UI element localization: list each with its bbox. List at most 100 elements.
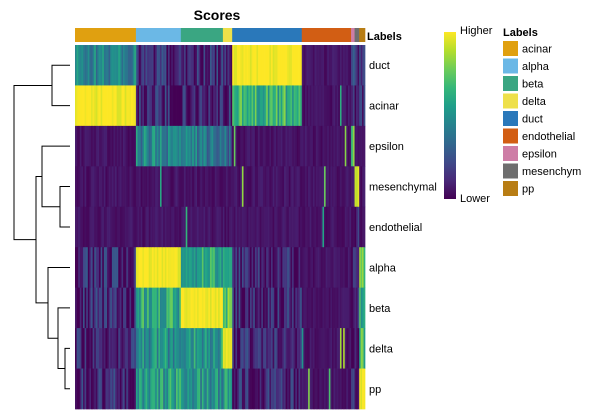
heatmap-cell-mesenchymal-alpha — [135, 166, 182, 208]
annotation-bar-title: Labels — [367, 31, 402, 43]
heatmap-cell-endothelial-alpha — [135, 206, 182, 248]
heatmap-cell-endothelial-acinar — [75, 206, 137, 248]
heatmap-cell-delta-pp — [359, 328, 366, 369]
heatmap-cell-alpha-beta — [180, 247, 224, 289]
legend-swatch-pp — [503, 181, 518, 196]
heatmap-cell-acinar-epsilon — [351, 85, 355, 127]
heatmap-cell-alpha-alpha — [135, 247, 182, 289]
color-scale-low-label: Lower — [460, 193, 490, 205]
heatmap-cell-epsilon-acinar — [75, 125, 137, 167]
color-scale-legend: Higher Lower — [444, 25, 493, 205]
labels-legend: Labels acinar alpha beta delta duct endotheli… — [503, 27, 581, 196]
heatmap-cell-delta-beta — [180, 328, 224, 369]
legend-item-delta: delta — [503, 93, 547, 109]
heatmap-cell-duct-beta — [180, 45, 224, 86]
legend-swatch-duct — [503, 111, 518, 126]
column-annotation-bar — [75, 28, 366, 42]
heatmap-cell-pp-mesenchym — [354, 368, 360, 410]
heatmap-cell-epsilon-endothelial — [301, 125, 352, 167]
heatmap-cell-endothelial-epsilon — [351, 206, 355, 248]
heatmap-cell-pp-pp — [359, 368, 366, 410]
heatmap-cell-pp-delta — [222, 368, 233, 410]
heatmap-cell-epsilon-alpha — [135, 125, 182, 167]
heatmap-cell-acinar-acinar — [75, 85, 137, 127]
annotation-segment-pp — [359, 28, 366, 42]
heatmap-cell-mesenchymal-acinar — [75, 166, 137, 208]
heatmap-cell-delta-duct — [232, 328, 303, 369]
legend-label-delta: delta — [522, 96, 547, 108]
heatmap-cell-endothelial-beta — [180, 206, 224, 248]
heatmap-cell-beta-endothelial — [301, 287, 352, 329]
legend-label-endothelial: endothelial — [522, 131, 575, 143]
legend-swatch-beta — [503, 76, 518, 91]
heatmap-cell-endothelial-duct — [232, 206, 303, 248]
heatmap-cell-duct-epsilon — [351, 45, 355, 86]
legend-swatch-epsilon — [503, 146, 518, 161]
legend-label-mesenchym: mesenchym — [522, 166, 581, 178]
heatmap-cell-acinar-beta — [180, 85, 224, 127]
heatmap-cell-epsilon-duct — [232, 125, 303, 167]
heatmap-cell-mesenchymal-beta — [180, 166, 224, 208]
color-scale-high-label: Higher — [460, 25, 493, 37]
heatmap-cell-beta-mesenchym — [354, 287, 360, 329]
heatmap-cell-pp-epsilon — [351, 368, 355, 410]
heatmap-body — [75, 45, 366, 410]
heatmap-cell-mesenchymal-mesenchym — [354, 166, 360, 208]
heatmap-cell-delta-epsilon — [351, 328, 355, 369]
annotation-segment-duct — [232, 28, 303, 42]
row-label-pp: pp — [369, 384, 381, 396]
legend-item-mesenchym: mesenchym — [503, 163, 581, 179]
heatmap-cell-alpha-duct — [232, 247, 303, 289]
legend-label-duct: duct — [522, 114, 543, 126]
row-label-delta: delta — [369, 343, 394, 355]
heatmap-cell-beta-epsilon — [351, 287, 355, 329]
heatmap-cell-acinar-alpha — [135, 85, 182, 127]
legend-swatch-endothelial — [503, 128, 518, 144]
heatmap-cell-duct-mesenchym — [354, 45, 360, 86]
heatmap-cell-alpha-mesenchym — [354, 247, 360, 289]
annotation-segment-epsilon — [351, 28, 355, 42]
heatmap-cell-mesenchymal-delta — [222, 166, 233, 208]
legend-swatch-delta — [503, 93, 518, 109]
heatmap-cell-endothelial-mesenchym — [354, 206, 360, 248]
legend-label-epsilon: epsilon — [522, 149, 557, 161]
heatmap-cell-delta-delta — [222, 328, 233, 369]
heatmap-cell-duct-endothelial — [301, 45, 352, 86]
heatmap-cell-acinar-duct — [232, 85, 303, 127]
heatmap-cell-acinar-pp — [359, 85, 366, 127]
heatmap-cell-epsilon-delta — [222, 125, 233, 167]
row-label-acinar: acinar — [369, 101, 399, 113]
legend-label-acinar: acinar — [522, 44, 552, 56]
heatmap-cell-acinar-delta — [222, 85, 233, 127]
legend-item-alpha: alpha — [503, 58, 550, 74]
heatmap-cell-pp-duct — [232, 368, 303, 410]
heatmap-cell-alpha-endothelial — [301, 247, 352, 289]
heatmap-cell-alpha-pp — [359, 247, 366, 289]
heatmap-cell-epsilon-beta — [180, 125, 224, 167]
heatmap-cell-duct-alpha — [135, 45, 182, 86]
heatmap-cell-endothelial-pp — [359, 206, 366, 248]
color-scale-bar — [444, 32, 456, 199]
annotation-segment-endothelial — [301, 28, 352, 42]
heatmap-cell-duct-duct — [232, 45, 303, 86]
annotation-segment-delta — [222, 28, 233, 42]
heatmap-cell-duct-delta — [222, 45, 233, 86]
annotation-segment-mesenchym — [354, 28, 360, 42]
heatmap-cell-beta-beta — [180, 287, 224, 329]
heatmap-cell-mesenchymal-endothelial — [301, 166, 352, 208]
heatmap-cell-beta-pp — [359, 287, 366, 329]
legend-item-epsilon: epsilon — [503, 146, 557, 161]
heatmap-cell-alpha-delta — [222, 247, 233, 289]
row-label-epsilon: epsilon — [369, 141, 404, 153]
legend-item-endothelial: endothelial — [503, 128, 575, 144]
row-dendrogram — [13, 64, 70, 390]
row-label-duct: duct — [369, 60, 390, 72]
heatmap-cell-beta-alpha — [135, 287, 182, 329]
heatmap-cell-pp-beta — [180, 368, 224, 410]
heatmap-cell-epsilon-mesenchym — [354, 125, 360, 167]
legend-swatch-alpha — [503, 58, 518, 74]
heatmap-cell-delta-alpha — [135, 328, 182, 369]
labels-legend-title: Labels — [503, 27, 538, 39]
heatmap-cell-delta-endothelial — [301, 328, 352, 369]
